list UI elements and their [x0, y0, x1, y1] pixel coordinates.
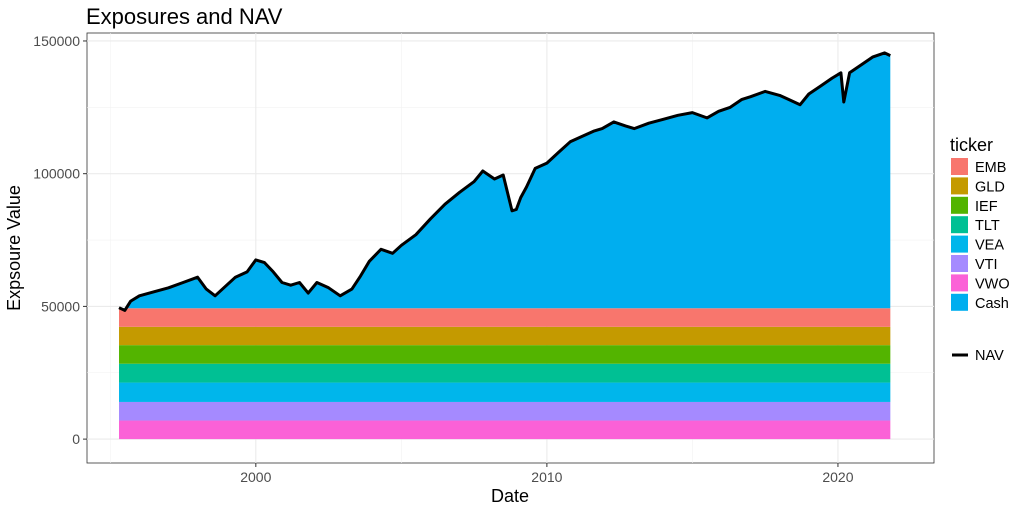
- x-axis-label: Date: [491, 486, 529, 506]
- chart-title: Exposures and NAV: [86, 4, 283, 29]
- legend-label-gld: GLD: [975, 179, 1005, 195]
- legend-key-ief: [951, 196, 968, 214]
- legend-label-vwo: VWO: [975, 276, 1010, 292]
- y-axis: 0 50000 100000 150000: [33, 33, 87, 447]
- area-gld: [119, 326, 891, 346]
- y-tick-label: 150000: [33, 33, 80, 49]
- area-ief: [119, 345, 891, 364]
- legend-label-vti: VTI: [975, 257, 998, 273]
- legend-label-nav: NAV: [975, 348, 1004, 364]
- stacked-areas: [119, 308, 891, 440]
- area-vwo: [119, 420, 891, 440]
- legend: ticker EMB GLD IEF TLT VEA VTI VWO Cash NAV: [950, 135, 1010, 364]
- nav-line: [118, 51, 891, 312]
- y-tick-label: 0: [72, 431, 80, 447]
- y-tick-label: 50000: [41, 298, 80, 314]
- legend-key-vti: [951, 255, 968, 272]
- area-vti: [119, 401, 891, 421]
- x-axis: 2000 2010 2020: [240, 463, 854, 485]
- y-axis-label: Expsoure Value: [4, 185, 24, 311]
- x-tick-label: 2000: [240, 469, 271, 485]
- legend-key-cash: [951, 293, 968, 311]
- legend-key-tlt: [951, 216, 968, 234]
- y-tick-label: 100000: [33, 166, 80, 182]
- legend-label-ief: IEF: [975, 199, 998, 215]
- nav-series-line: [118, 51, 891, 312]
- area-emb: [119, 308, 891, 327]
- legend-key-vwo: [951, 274, 968, 292]
- x-tick-label: 2020: [822, 469, 853, 485]
- area-vea: [119, 382, 891, 402]
- legend-key-gld: [951, 177, 968, 195]
- area-tlt: [119, 363, 891, 383]
- legend-label-tlt: TLT: [975, 218, 1000, 234]
- legend-label-cash: Cash: [975, 296, 1009, 312]
- x-tick-label: 2010: [531, 469, 562, 485]
- legend-key-vea: [951, 235, 968, 253]
- legend-label-emb: EMB: [975, 160, 1006, 176]
- legend-key-emb: [951, 158, 968, 175]
- legend-label-vea: VEA: [975, 238, 1004, 254]
- legend-title: ticker: [950, 135, 993, 155]
